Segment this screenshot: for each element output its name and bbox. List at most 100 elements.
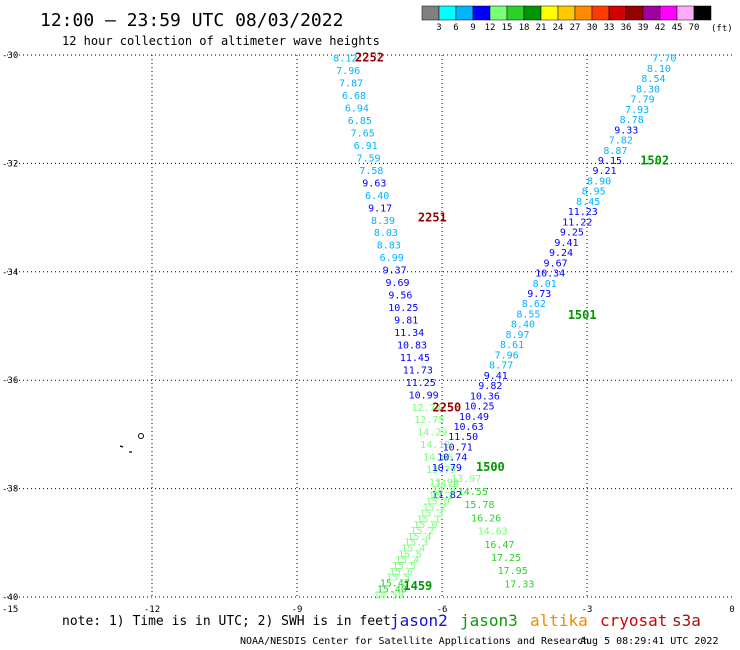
swh-value-label: 9.41: [484, 371, 508, 382]
swh-value-label: 10.83: [397, 340, 427, 351]
swh-value-label: 14.66: [423, 453, 453, 464]
swh-value-label: 8.45: [576, 197, 600, 208]
swh-value-label: 7.65: [351, 129, 375, 140]
swh-value-label: 8.87: [603, 146, 627, 157]
swh-value-label: 17.33: [504, 579, 534, 590]
swh-value-label: 15.2: [423, 503, 447, 514]
swh-value-label: 11.22: [562, 217, 592, 228]
swh-value-label: 9.81: [394, 315, 418, 326]
swh-value-label: 8.83: [377, 241, 401, 252]
swh-value-label: 16.26: [471, 513, 501, 524]
swh-value-label: 7.70: [652, 54, 676, 65]
swh-value-label: 15.4: [407, 532, 431, 543]
swh-value-label: 10.36: [470, 391, 500, 402]
swh-value-label: 15.47: [380, 579, 410, 590]
swh-value-label: 7.93: [625, 105, 649, 116]
swh-value-label: 7.58: [359, 166, 383, 177]
colorbar-label: 36: [621, 23, 632, 33]
chart-subtitle: 12 hour collection of altimeter wave hei…: [62, 34, 380, 48]
swh-value-label: 9.17: [368, 203, 392, 214]
swh-value-label: 10.49: [459, 412, 489, 423]
pass-label: 1502: [640, 154, 669, 168]
wave-height-tracks: 8.127.967.876.686.946.857.656.917.597.58…: [333, 54, 676, 602]
colorbar-swatch: [574, 5, 593, 21]
swh-value-label: 15.4: [395, 555, 419, 566]
swh-value-label: 15.3: [420, 508, 444, 519]
swh-value-label: 8.55: [516, 309, 540, 320]
swh-value-label: 13.97: [451, 474, 481, 485]
swh-value-label: 9.37: [383, 266, 407, 277]
pass-label: 2251: [418, 211, 447, 225]
swh-value-label: 14.29: [417, 428, 447, 439]
colorbar-label: 15: [502, 23, 513, 33]
colorbar-label: 30: [587, 23, 598, 33]
pass-label: 1459: [403, 579, 432, 593]
legend-jason3: jason3: [460, 611, 518, 630]
swh-value-label: 6.40: [365, 191, 389, 202]
swh-value-label: 9.56: [388, 291, 412, 302]
colorbar-swatch: [676, 5, 695, 21]
y-tick-label: -30: [2, 51, 18, 61]
swh-value-label: 15.5: [398, 549, 422, 560]
swh-value-label: 11.50: [448, 432, 478, 443]
x-tick-label: 0: [729, 605, 734, 615]
colorbar-label: 12: [485, 23, 496, 33]
swh-value-label: 11.45: [400, 353, 430, 364]
swh-value-label: 10.99: [409, 390, 439, 401]
swh-value-label: 10.25: [388, 303, 418, 314]
coastline-island: [119, 433, 144, 453]
swh-value-label: 11.73: [403, 365, 433, 376]
swh-value-label: 10.63: [454, 422, 484, 433]
swh-value-label: 7.59: [356, 153, 380, 164]
colorbar-swatch: [472, 5, 491, 21]
colorbar-swatch: [625, 5, 644, 21]
swh-value-label: 11.82: [432, 490, 462, 501]
swh-value-label: 8.62: [522, 299, 546, 310]
swh-value-label: 14.55: [458, 487, 488, 498]
colorbar-label: 45: [672, 23, 683, 33]
swh-value-label: 17.95: [498, 566, 528, 577]
swh-value-label: 9.15: [598, 156, 622, 167]
colorbar-swatch: [659, 5, 678, 21]
chart-title: 12:00 – 23:59 UTC 08/03/2022: [40, 10, 343, 31]
swh-value-label: 15.2: [410, 526, 434, 537]
swh-value-label: 17.25: [491, 553, 521, 564]
swh-value-label: 6.99: [380, 253, 404, 264]
colorbar-swatch: [455, 5, 474, 21]
swh-value-label: 15.0: [426, 497, 450, 508]
x-tick-label: -9: [292, 605, 303, 615]
grid-lines: [7, 54, 732, 598]
pass-label: 1500: [476, 460, 505, 474]
swh-value-label: 14.59: [374, 590, 404, 601]
swh-value-label: 11.23: [568, 207, 598, 218]
x-tick-label: -3: [582, 605, 593, 615]
swh-value-label: 7.82: [609, 136, 633, 147]
track: 13.97 14.55 15.78 16.26 14.63 16.47 17.25 17.95…: [451, 474, 534, 591]
colorbar-swatch: [438, 5, 457, 21]
track: 14.814.915.115.015.215.315.115.015.215.4…: [374, 479, 459, 601]
swh-value-label: 15.5: [392, 561, 416, 572]
swh-value-label: 10.71: [443, 442, 473, 453]
y-tick-label: -38: [2, 485, 18, 495]
x-tick-label: -12: [144, 605, 160, 615]
swh-value-label: 7.96: [495, 350, 519, 361]
swh-value-label: 9.67: [544, 258, 568, 269]
colorbar-label: 6: [453, 23, 458, 33]
colorbar: 3 6 9 12 15 18 21 24 27 30 33 36 39 42 45 70: [421, 5, 712, 33]
swh-value-label: 16.47: [484, 540, 514, 551]
swh-value-label: 6.91: [354, 141, 378, 152]
swh-value-label: 14.12: [420, 440, 450, 451]
swh-value-label: 14.9: [432, 485, 456, 496]
swh-value-label: 14.8: [435, 479, 459, 490]
swh-value-label: 9.82: [478, 381, 502, 392]
swh-value-label: 10.74: [437, 453, 467, 464]
footer-timestamp: Aug 5 08:29:41 UTC 2022: [580, 636, 718, 647]
colorbar-label: 24: [553, 23, 564, 33]
pass-labels: 2252 2251 2250 1502 1501 1500 1459: [355, 51, 669, 593]
legend-cryosat: cryosat: [600, 611, 667, 630]
swh-value-label: 6.68: [342, 91, 366, 102]
x-tick-labels: -15 -12 -9 -6 -3 0: [2, 605, 735, 615]
swh-value-label: 9.73: [527, 289, 551, 300]
swh-value-label: 8.78: [620, 115, 644, 126]
colorbar-label: 18: [519, 23, 530, 33]
